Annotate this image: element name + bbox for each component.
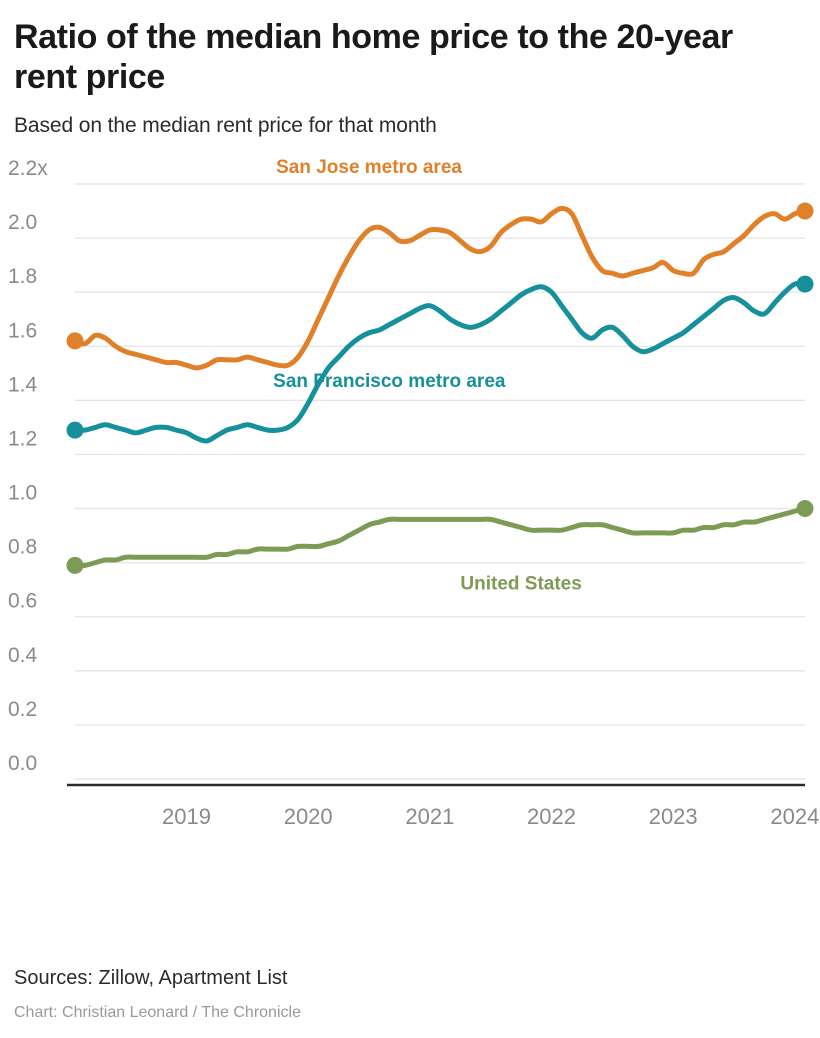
series-end-marker bbox=[796, 202, 814, 220]
y-axis-tick-label: 0.6 bbox=[8, 589, 37, 612]
page-title: Ratio of the median home price to the 20… bbox=[14, 18, 733, 96]
series-inline-labels: San Jose metro area San Francisco metro a… bbox=[273, 157, 582, 595]
series-start-marker bbox=[66, 331, 84, 349]
x-axis-tick-label: 2023 bbox=[649, 804, 698, 829]
x-axis-tick-label: 2020 bbox=[284, 804, 333, 829]
y-axis-tick-label: 1.8 bbox=[8, 265, 37, 288]
chart-footer: Sources: Zillow, Apartment List Chart: C… bbox=[14, 967, 804, 1022]
x-axis-tick-label: 2019 bbox=[162, 804, 211, 829]
series-end-marker bbox=[796, 499, 814, 517]
series-label: United States bbox=[460, 573, 581, 594]
y-axis-tick-label: 2.0 bbox=[8, 211, 37, 234]
y-axis-tick-label: 0.8 bbox=[8, 535, 37, 558]
series-line bbox=[72, 205, 808, 370]
x-axis-tick-label: 2024 bbox=[770, 804, 819, 829]
y-axis-tick-label: 1.2 bbox=[8, 427, 37, 450]
source-note: Sources: Zillow, Apartment List bbox=[14, 967, 288, 989]
y-axis-tick-label: 1.4 bbox=[8, 373, 38, 396]
series-label: San Francisco metro area bbox=[273, 370, 506, 391]
series-line bbox=[72, 280, 808, 444]
y-axis-tick-label: 0.4 bbox=[8, 643, 38, 666]
series-start-marker bbox=[66, 421, 84, 439]
x-axis-labels: 2019 2020 2021 2022 2023 2024 bbox=[162, 804, 819, 829]
line-chart-svg: 0.0 0.2 0.4 0.6 0.8 1.0 1.2 1.4 1.6 1.8 2.0 2.2x Sa… bbox=[8, 157, 819, 829]
data-series bbox=[72, 205, 808, 568]
series-endpoint-markers bbox=[66, 202, 814, 574]
y-axis-labels: 0.0 0.2 0.4 0.6 0.8 1.0 1.2 1.4 1.6 1.8 2.0 2.2x bbox=[8, 157, 48, 775]
series-end-marker bbox=[796, 275, 814, 293]
chart-subtitle: Based on the median rent price for that … bbox=[14, 113, 437, 137]
series-label: San Jose metro area bbox=[276, 157, 462, 178]
y-axis-tick-label: 1.6 bbox=[8, 319, 37, 342]
gridlines bbox=[75, 182, 805, 780]
y-axis-tick-label: 1.0 bbox=[8, 481, 37, 504]
plot-area: 0.0 0.2 0.4 0.6 0.8 1.0 1.2 1.4 1.6 1.8 2.0 2.2x Sa… bbox=[0, 156, 820, 856]
x-axis-tick-label: 2022 bbox=[527, 804, 576, 829]
credit-note: Chart: Christian Leonard / The Chronicle bbox=[14, 1004, 301, 1021]
y-axis-tick-label: 0.0 bbox=[8, 752, 37, 775]
y-axis-tick-label: 2.2x bbox=[8, 157, 48, 180]
series-line bbox=[72, 505, 808, 568]
series-start-marker bbox=[66, 556, 84, 574]
y-axis-tick-label: 0.2 bbox=[8, 697, 37, 720]
x-axis-tick-label: 2021 bbox=[405, 804, 454, 829]
chart-header: Ratio of the median home price to the 20… bbox=[0, 0, 820, 138]
